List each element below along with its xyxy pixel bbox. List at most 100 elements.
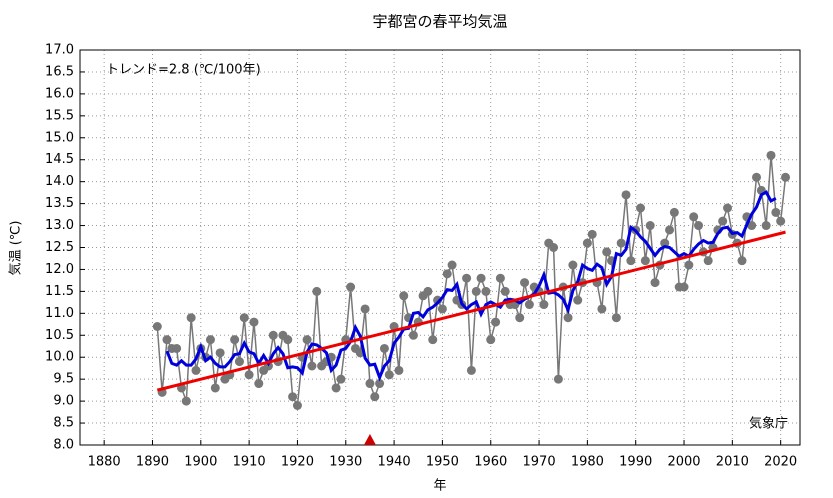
- chart-title: 宇都宮の春平均気温: [372, 13, 507, 31]
- data-point: [636, 203, 646, 213]
- x-tick-label: 1900: [184, 455, 217, 470]
- y-tick-label: 9.5: [53, 372, 74, 387]
- y-tick-label: 17.0: [45, 43, 74, 58]
- data-point: [191, 365, 201, 375]
- data-point: [210, 383, 220, 393]
- trend-annotation: トレンド=2.8 (℃/100年): [106, 63, 261, 78]
- data-point: [186, 313, 196, 323]
- x-axis-label: 年: [433, 479, 446, 494]
- data-point: [495, 273, 505, 283]
- y-tick-label: 11.0: [45, 306, 74, 321]
- data-point: [379, 343, 389, 353]
- data-point: [587, 229, 597, 239]
- data-point: [331, 383, 341, 393]
- y-tick-label: 9.0: [53, 394, 74, 409]
- data-point: [573, 295, 583, 305]
- data-point: [491, 317, 501, 327]
- x-tick-label: 1950: [426, 455, 459, 470]
- data-point: [481, 286, 491, 296]
- y-tick-label: 12.0: [45, 262, 74, 277]
- y-tick-label: 10.5: [45, 328, 74, 343]
- data-point: [437, 304, 447, 314]
- data-point: [249, 317, 259, 327]
- x-tick-label: 1920: [281, 455, 314, 470]
- y-tick-label: 11.5: [45, 284, 74, 299]
- data-point: [370, 392, 380, 402]
- data-point: [423, 286, 433, 296]
- trend-line: [156, 230, 786, 392]
- data-point: [268, 330, 278, 340]
- x-tick-label: 2000: [667, 455, 700, 470]
- data-point: [346, 282, 356, 292]
- data-point: [616, 238, 626, 248]
- data-point: [471, 286, 481, 296]
- data-point: [336, 374, 346, 384]
- data-point: [302, 335, 312, 345]
- y-tick-label: 13.0: [45, 218, 74, 233]
- data-point: [172, 343, 182, 353]
- data-point: [640, 256, 650, 266]
- data-point: [234, 357, 244, 367]
- data-point: [771, 207, 781, 217]
- data-point: [215, 348, 225, 358]
- y-tick-label: 12.5: [45, 240, 74, 255]
- data-point: [205, 335, 215, 345]
- data-point: [408, 330, 418, 340]
- x-tick-label: 1930: [329, 455, 362, 470]
- y-tick-label: 15.5: [45, 108, 74, 123]
- data-point: [462, 273, 472, 283]
- data-point: [761, 221, 771, 231]
- data-point: [650, 278, 660, 288]
- data-point: [553, 374, 563, 384]
- data-point: [694, 221, 704, 231]
- y-tick-label: 10.0: [45, 350, 74, 365]
- y-tick-label: 14.5: [45, 152, 74, 167]
- y-tick-label: 13.5: [45, 196, 74, 211]
- y-tick-label: 8.5: [53, 416, 74, 431]
- data-point: [288, 392, 298, 402]
- x-tick-label: 1960: [474, 455, 507, 470]
- data-point: [394, 365, 404, 375]
- data-point: [563, 313, 573, 323]
- data-point: [466, 365, 476, 375]
- data-point: [582, 238, 592, 248]
- data-point: [611, 313, 621, 323]
- data-point: [292, 401, 302, 410]
- data-point: [428, 335, 438, 345]
- data-point: [244, 370, 254, 380]
- data-point: [679, 282, 689, 292]
- data-point: [597, 304, 607, 314]
- y-tick-label: 16.5: [45, 64, 74, 79]
- data-point: [384, 370, 394, 380]
- data-point: [181, 396, 191, 406]
- x-tick-label: 1910: [233, 455, 266, 470]
- data-point: [162, 335, 172, 345]
- data-point: [375, 379, 385, 389]
- data-point: [283, 335, 293, 345]
- data-point: [669, 207, 679, 217]
- data-point: [776, 216, 786, 226]
- data-point: [766, 150, 776, 160]
- data-point: [781, 172, 791, 182]
- data-point: [568, 260, 578, 270]
- data-point: [684, 260, 694, 270]
- data-point: [737, 256, 747, 266]
- data-point: [703, 256, 713, 266]
- data-point: [399, 291, 409, 301]
- x-tick-label: 2010: [716, 455, 749, 470]
- data-point: [447, 260, 457, 270]
- data-point: [360, 304, 370, 314]
- data-point: [500, 286, 510, 296]
- data-point: [476, 273, 486, 283]
- data-point: [752, 172, 762, 182]
- data-point: [549, 243, 559, 252]
- data-point: [312, 286, 322, 296]
- data-point: [520, 278, 530, 288]
- data-point: [665, 225, 675, 235]
- y-tick-label: 14.0: [45, 174, 74, 189]
- data-point: [442, 269, 452, 279]
- y-tick-label: 15.0: [45, 130, 74, 145]
- x-tick-label: 1880: [88, 455, 121, 470]
- data-point: [254, 379, 264, 389]
